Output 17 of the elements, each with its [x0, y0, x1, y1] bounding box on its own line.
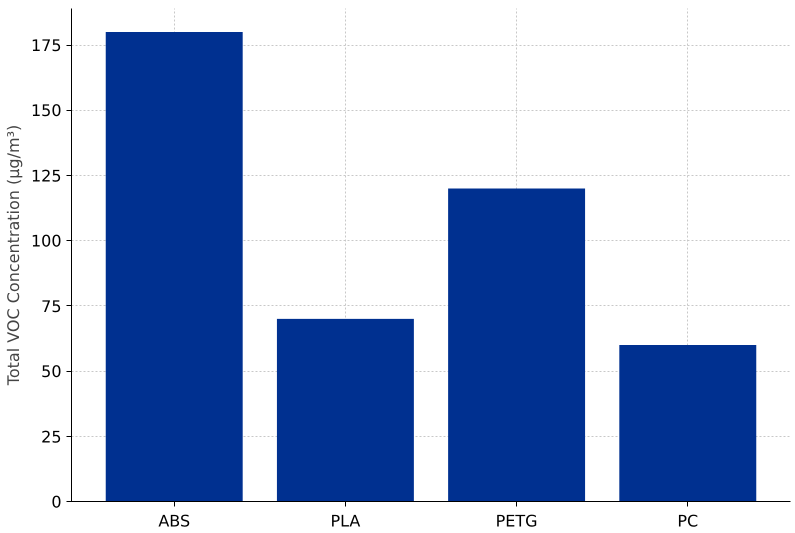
x-tick-label: PETG: [496, 512, 538, 530]
bar: [448, 188, 586, 502]
bar: [619, 344, 756, 502]
y-tick-label: 150: [30, 101, 62, 120]
y-tick-label: 175: [30, 36, 62, 56]
y-tick-label: 75: [41, 296, 62, 316]
x-tick-label: PLA: [330, 512, 360, 530]
y-tick-label: 125: [30, 166, 62, 186]
y-tick-label: 0: [51, 492, 62, 512]
x-tick-label: ABS: [158, 512, 190, 530]
y-tick-label: 25: [41, 427, 62, 446]
bar: [106, 32, 243, 502]
y-tick-label: 100: [30, 232, 62, 251]
y-axis-title: Total VOC Concentration (µg/m³): [4, 124, 23, 386]
y-tick-label: 50: [41, 362, 62, 382]
x-tick-label: PC: [677, 512, 698, 530]
bar: [276, 318, 414, 502]
